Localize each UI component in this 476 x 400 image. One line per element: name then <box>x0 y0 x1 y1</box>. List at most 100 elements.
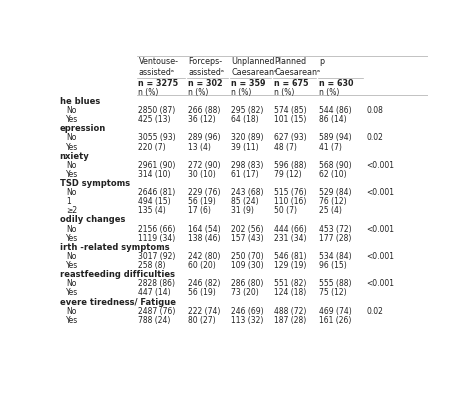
Text: 177 (28): 177 (28) <box>319 234 352 243</box>
Text: 76 (12): 76 (12) <box>319 197 347 206</box>
Text: 39 (11): 39 (11) <box>231 142 259 152</box>
Text: n (%): n (%) <box>231 88 252 97</box>
Text: 298 (83): 298 (83) <box>231 161 264 170</box>
Text: 157 (43): 157 (43) <box>231 234 264 243</box>
Text: 135 (4): 135 (4) <box>139 206 166 215</box>
Text: 36 (12): 36 (12) <box>188 115 216 124</box>
Text: No: No <box>66 225 77 234</box>
Text: evere tiredness/ Fatigue: evere tiredness/ Fatigue <box>60 298 176 306</box>
Text: 61 (17): 61 (17) <box>231 170 259 179</box>
Text: 314 (10): 314 (10) <box>139 170 171 179</box>
Text: 187 (28): 187 (28) <box>274 316 307 325</box>
Text: 2850 (87): 2850 (87) <box>139 106 176 115</box>
Text: he blues: he blues <box>60 97 100 106</box>
Text: 0.02: 0.02 <box>367 134 383 142</box>
Text: No: No <box>66 134 77 142</box>
Text: n = 675: n = 675 <box>274 79 309 88</box>
Text: 243 (68): 243 (68) <box>231 188 264 197</box>
Text: No: No <box>66 279 77 288</box>
Text: n (%): n (%) <box>188 88 208 97</box>
Text: <0.001: <0.001 <box>367 225 395 234</box>
Text: 574 (85): 574 (85) <box>274 106 307 115</box>
Text: 50 (7): 50 (7) <box>274 206 297 215</box>
Text: n (%): n (%) <box>319 88 339 97</box>
Text: 544 (86): 544 (86) <box>319 106 352 115</box>
Text: 488 (72): 488 (72) <box>274 307 307 316</box>
Text: 444 (66): 444 (66) <box>274 225 307 234</box>
Text: reastfeeding difficulties: reastfeeding difficulties <box>60 270 175 279</box>
Text: 320 (89): 320 (89) <box>231 134 264 142</box>
Text: epression: epression <box>60 124 106 133</box>
Text: 2646 (81): 2646 (81) <box>139 188 176 197</box>
Text: Yes: Yes <box>66 234 79 243</box>
Text: 73 (20): 73 (20) <box>231 288 259 298</box>
Text: 85 (24): 85 (24) <box>231 197 259 206</box>
Text: Planned
Caesareanᵃ: Planned Caesareanᵃ <box>274 57 320 77</box>
Text: 266 (88): 266 (88) <box>188 106 220 115</box>
Text: 0.08: 0.08 <box>367 106 383 115</box>
Text: 109 (30): 109 (30) <box>231 261 264 270</box>
Text: 589 (94): 589 (94) <box>319 134 352 142</box>
Text: n (%): n (%) <box>139 88 159 97</box>
Text: 75 (12): 75 (12) <box>319 288 347 298</box>
Text: irth -related symptoms: irth -related symptoms <box>60 243 169 252</box>
Text: No: No <box>66 252 77 261</box>
Text: TSD symptoms: TSD symptoms <box>60 179 129 188</box>
Text: No: No <box>66 106 77 115</box>
Text: No: No <box>66 161 77 170</box>
Text: 627 (93): 627 (93) <box>274 134 307 142</box>
Text: <0.001: <0.001 <box>367 252 395 261</box>
Text: 515 (76): 515 (76) <box>274 188 307 197</box>
Text: 64 (18): 64 (18) <box>231 115 259 124</box>
Text: 62 (10): 62 (10) <box>319 170 347 179</box>
Text: 286 (80): 286 (80) <box>231 279 264 288</box>
Text: 110 (16): 110 (16) <box>274 197 307 206</box>
Text: 447 (14): 447 (14) <box>139 288 171 298</box>
Text: 96 (15): 96 (15) <box>319 261 347 270</box>
Text: 0.02: 0.02 <box>367 307 383 316</box>
Text: No: No <box>66 307 77 316</box>
Text: Yes: Yes <box>66 316 79 325</box>
Text: 295 (82): 295 (82) <box>231 106 264 115</box>
Text: 2961 (90): 2961 (90) <box>139 161 176 170</box>
Text: Yes: Yes <box>66 115 79 124</box>
Text: <0.001: <0.001 <box>367 279 395 288</box>
Text: Yes: Yes <box>66 288 79 298</box>
Text: 164 (54): 164 (54) <box>188 225 221 234</box>
Text: 246 (82): 246 (82) <box>188 279 220 288</box>
Text: Yes: Yes <box>66 142 79 152</box>
Text: 48 (7): 48 (7) <box>274 142 297 152</box>
Text: 2156 (66): 2156 (66) <box>139 225 176 234</box>
Text: 250 (70): 250 (70) <box>231 252 264 261</box>
Text: 546 (81): 546 (81) <box>274 252 307 261</box>
Text: 529 (84): 529 (84) <box>319 188 352 197</box>
Text: 220 (7): 220 (7) <box>139 142 166 152</box>
Text: 229 (76): 229 (76) <box>188 188 221 197</box>
Text: 246 (69): 246 (69) <box>231 307 264 316</box>
Text: 534 (84): 534 (84) <box>319 252 352 261</box>
Text: 1: 1 <box>66 197 71 206</box>
Text: 231 (34): 231 (34) <box>274 234 307 243</box>
Text: 788 (24): 788 (24) <box>139 316 171 325</box>
Text: 258 (8): 258 (8) <box>139 261 166 270</box>
Text: n = 302: n = 302 <box>188 79 223 88</box>
Text: n (%): n (%) <box>274 88 295 97</box>
Text: 56 (19): 56 (19) <box>188 197 216 206</box>
Text: 25 (4): 25 (4) <box>319 206 342 215</box>
Text: Forceps-
assistedᵃ: Forceps- assistedᵃ <box>188 57 224 77</box>
Text: 494 (15): 494 (15) <box>139 197 171 206</box>
Text: Ventouse-
assistedᵃ: Ventouse- assistedᵃ <box>139 57 178 77</box>
Text: 86 (14): 86 (14) <box>319 115 347 124</box>
Text: 3017 (92): 3017 (92) <box>139 252 176 261</box>
Text: 3055 (93): 3055 (93) <box>139 134 176 142</box>
Text: 17 (6): 17 (6) <box>188 206 211 215</box>
Text: 596 (88): 596 (88) <box>274 161 307 170</box>
Text: 272 (90): 272 (90) <box>188 161 221 170</box>
Text: Yes: Yes <box>66 170 79 179</box>
Text: 425 (13): 425 (13) <box>139 115 171 124</box>
Text: 469 (74): 469 (74) <box>319 307 352 316</box>
Text: 2828 (86): 2828 (86) <box>139 279 176 288</box>
Text: 242 (80): 242 (80) <box>188 252 220 261</box>
Text: p: p <box>319 57 324 66</box>
Text: No: No <box>66 188 77 197</box>
